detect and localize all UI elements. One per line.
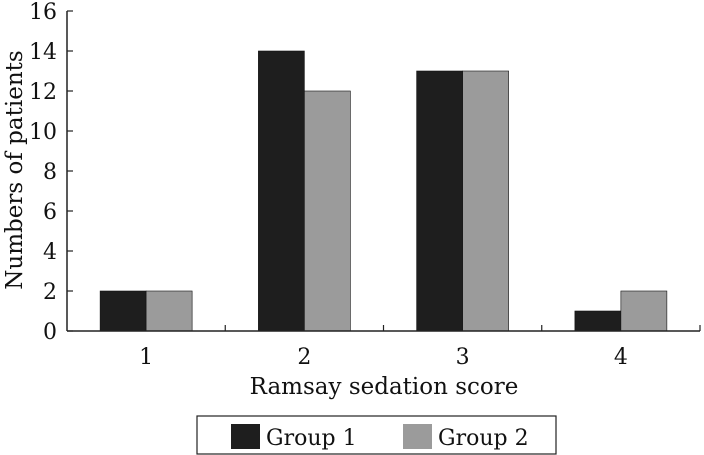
y-axis-title: Numbers of patients xyxy=(2,50,28,289)
bar-group-1-score-3 xyxy=(416,70,463,332)
axes-layer xyxy=(66,11,700,332)
legend: Group 1 Group 2 xyxy=(196,415,557,455)
y-tick-label: 14 xyxy=(29,40,57,65)
bar-group-2-score-2 xyxy=(304,90,351,332)
x-tick-label: 2 xyxy=(297,345,311,370)
y-tick-label: 0 xyxy=(43,320,57,345)
bar-group-2-score-3 xyxy=(462,70,509,332)
bar-group-1-score-1 xyxy=(99,290,147,332)
y-tick-label: 8 xyxy=(43,160,57,185)
bar-group-2-score-4 xyxy=(620,290,668,332)
y-tick-label: 10 xyxy=(29,120,57,145)
x-tick-label: 1 xyxy=(139,345,153,370)
legend-label-group-2: Group 2 xyxy=(438,426,529,451)
bars-layer xyxy=(99,50,668,332)
legend-swatch-group-1 xyxy=(231,424,260,449)
x-axis-title: Ramsay sedation score xyxy=(250,374,519,400)
x-tick-label: 4 xyxy=(614,345,628,370)
bar-group-2-score-1 xyxy=(145,290,193,332)
y-ticks-layer: 0 2 4 6 8 10 12 14 16 xyxy=(29,0,73,345)
y-tick-label: 16 xyxy=(29,0,57,25)
x-ticks-layer: 1 2 3 4 xyxy=(139,325,701,370)
legend-swatch-group-2 xyxy=(403,424,432,449)
x-tick-label: 3 xyxy=(456,345,470,370)
bar-group-1-score-4 xyxy=(574,310,622,332)
bar-group-1-score-2 xyxy=(258,50,305,332)
legend-label-group-1: Group 1 xyxy=(266,426,357,451)
y-tick-label: 6 xyxy=(43,200,57,225)
y-tick-label: 2 xyxy=(43,280,57,305)
y-tick-label: 12 xyxy=(29,80,57,105)
y-tick-label: 4 xyxy=(43,240,57,265)
